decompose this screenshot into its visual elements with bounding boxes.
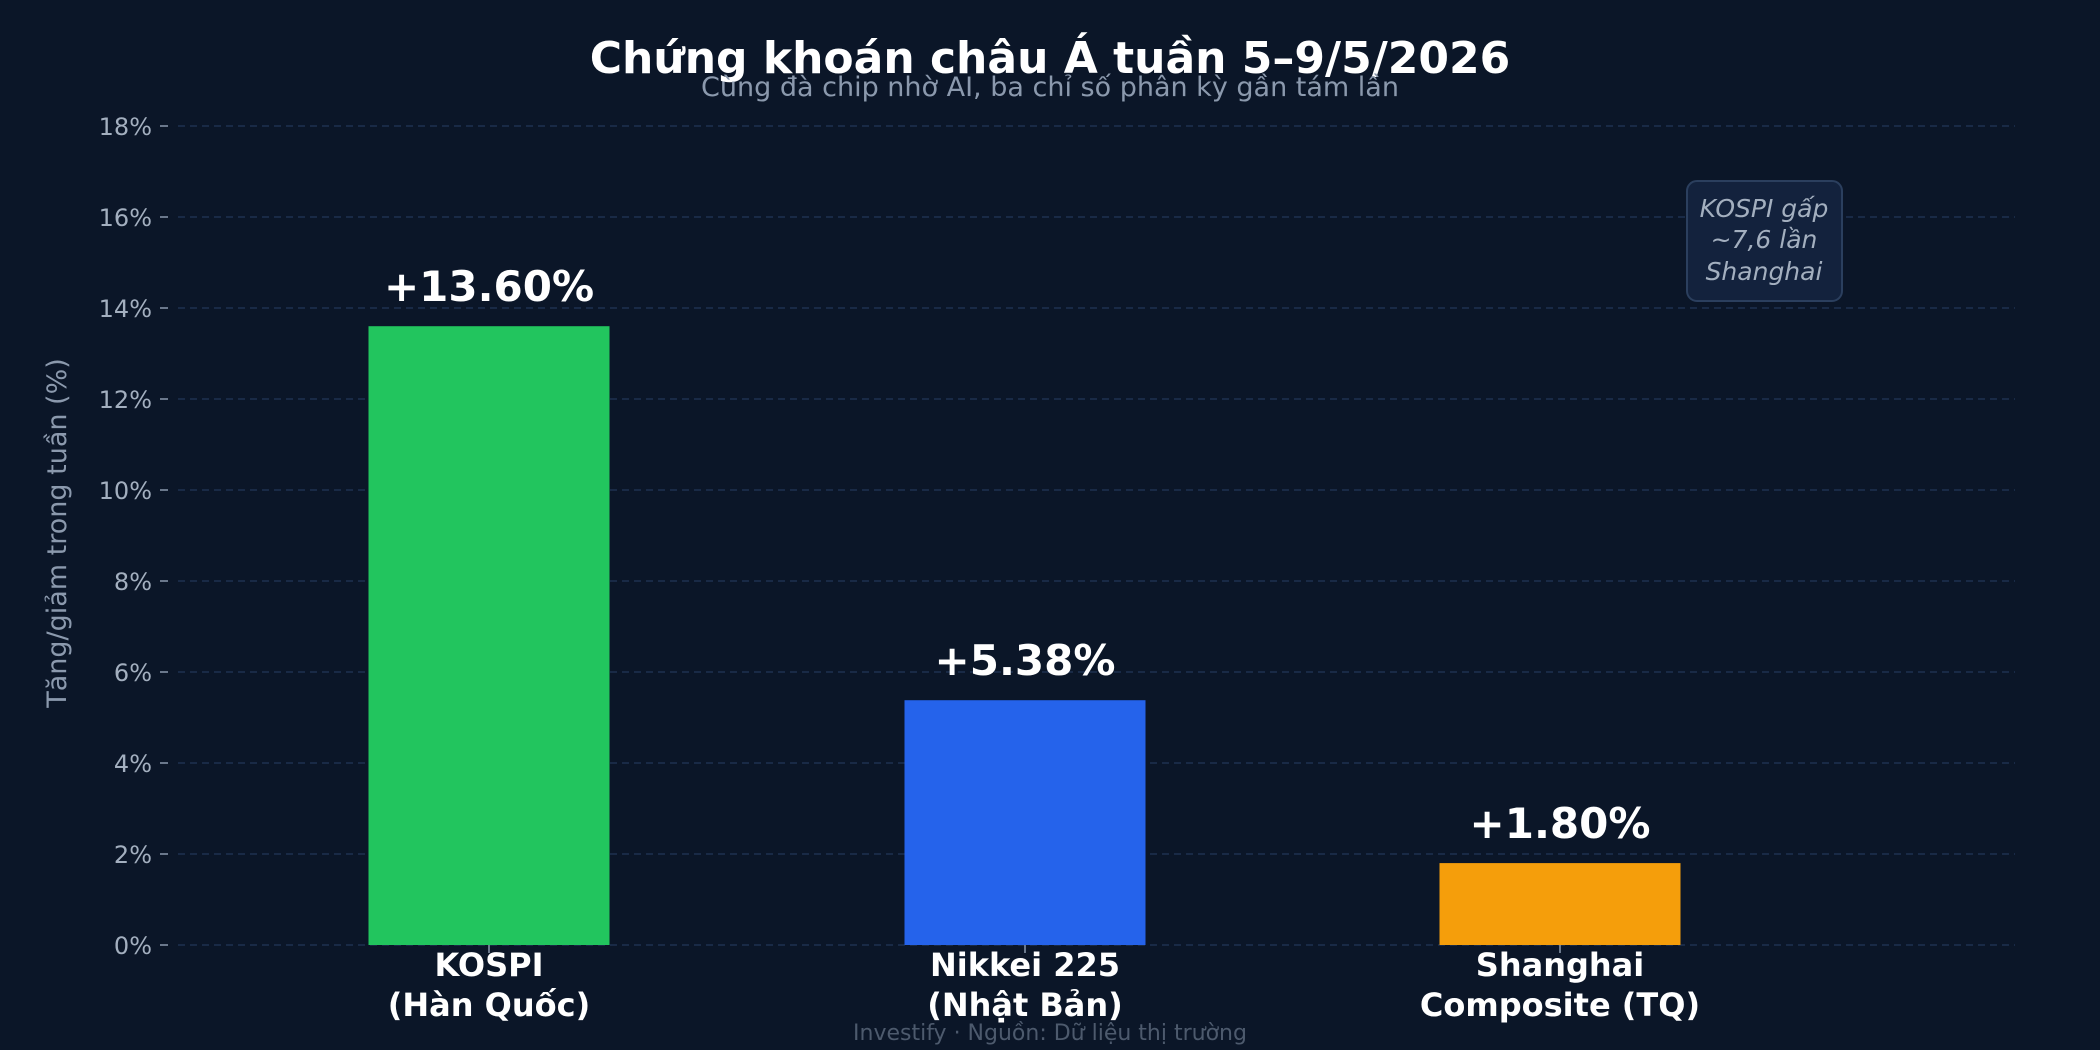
y-axis-ticks: 0% 2% 4% 6% 8% 10% 12% 14% 16% 18%	[99, 113, 168, 960]
x-tick-label: Composite (TQ)	[1420, 986, 1700, 1024]
data-label: +5.38%	[935, 636, 1116, 685]
annotation-callout: KOSPI gấp ~7,6 lần Shanghai	[1686, 180, 1843, 302]
x-tick-label: Nikkei 225	[930, 946, 1120, 984]
y-tick-label: 10%	[99, 477, 152, 505]
y-tick-label: 6%	[114, 659, 152, 687]
data-labels: +13.60% +5.38% +1.80%	[384, 262, 1651, 848]
bar	[1439, 863, 1681, 945]
x-tick-label: (Nhật Bản)	[927, 986, 1123, 1024]
y-tick-label: 18%	[99, 113, 152, 141]
annotation-line: Shanghai	[1706, 257, 1823, 286]
bar	[368, 326, 610, 945]
y-tick-label: 16%	[99, 204, 152, 232]
annotation-box	[1686, 180, 1843, 302]
x-tick-label: Shanghai	[1476, 946, 1644, 984]
bar	[904, 700, 1146, 945]
y-axis-label: Tăng/giảm trong tuần (%)	[42, 358, 73, 709]
y-tick-label: 0%	[114, 932, 152, 960]
annotation-line: ~7,6 lần	[1711, 225, 1818, 254]
chart-subtitle: Cùng đà chip nhờ AI, ba chỉ số phân kỳ g…	[701, 72, 1399, 103]
data-label: +1.80%	[1470, 799, 1651, 848]
data-label: +13.60%	[384, 262, 594, 311]
annotation-line: KOSPI gấp	[1700, 194, 1829, 223]
x-axis-ticks: KOSPI(Hàn Quốc) Nikkei 225(Nhật Bản) Shang…	[388, 945, 1700, 1024]
y-tick-label: 8%	[114, 568, 152, 596]
y-tick-label: 2%	[114, 841, 152, 869]
chart-title: Chứng khoán châu Á tuần 5–9/5/2026	[590, 31, 1510, 84]
bars	[368, 326, 1681, 945]
x-tick-label: KOSPI	[435, 946, 544, 984]
source-footer: Investify · Nguồn: Dữ liệu thị trường	[853, 1021, 1247, 1046]
y-tick-label: 12%	[99, 386, 152, 414]
y-tick-label: 4%	[114, 750, 152, 778]
y-tick-label: 14%	[99, 295, 152, 323]
x-tick-label: (Hàn Quốc)	[388, 986, 590, 1024]
